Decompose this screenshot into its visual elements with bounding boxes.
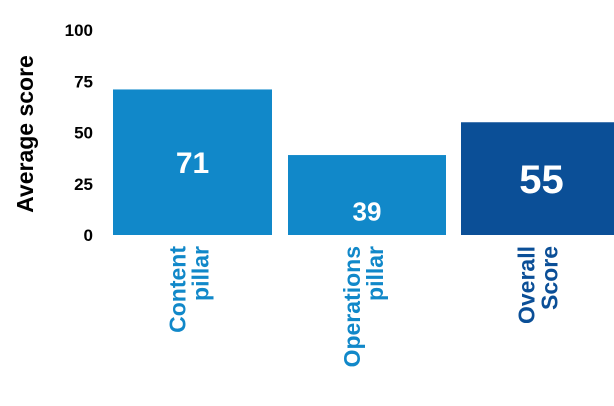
category-label-1-line-0: Operations (339, 246, 365, 367)
y-tick-label-25: 25 (74, 175, 93, 194)
y-axis-ticks: 0 25 50 75 100 (65, 21, 93, 245)
bar-2 (461, 122, 614, 235)
y-axis-label: Average score (12, 55, 38, 213)
category-label-0-line-1: pillar (188, 246, 214, 301)
y-tick-label-75: 75 (74, 72, 93, 91)
data-label-1: 39 (353, 196, 382, 226)
bars (113, 89, 614, 235)
category-label-2-line-0: Overall (514, 246, 540, 324)
data-label-0: 71 (176, 147, 209, 180)
data-label-2: 55 (519, 158, 564, 202)
category-label-1-line-1: pillar (362, 246, 388, 301)
category-label-2-line-1: Score (537, 246, 563, 310)
data-labels: 71 39 55 (176, 147, 564, 226)
bar-0 (113, 89, 272, 235)
category-label-0-line-0: Content (165, 246, 191, 333)
bar-1 (288, 155, 446, 235)
y-tick-label-100: 100 (65, 21, 93, 40)
y-tick-label-50: 50 (74, 124, 93, 143)
y-tick-label-0: 0 (84, 226, 93, 245)
